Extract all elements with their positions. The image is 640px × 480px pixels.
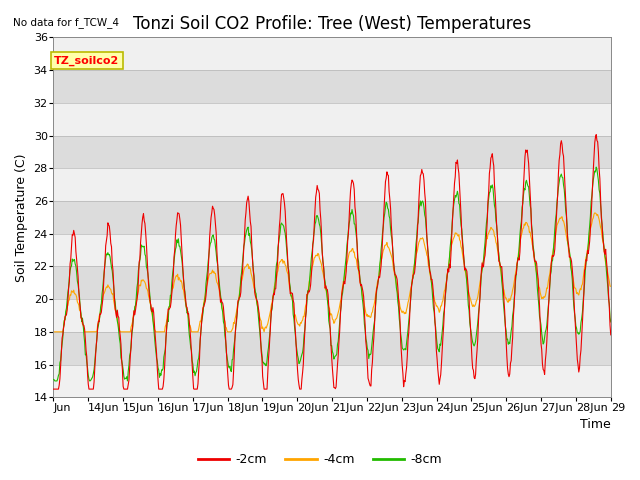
Text: No data for f_TCW_4: No data for f_TCW_4 [13,17,119,28]
Text: TZ_soilco2: TZ_soilco2 [54,56,120,66]
Bar [53,234,611,266]
Bar [53,168,611,201]
Bar [53,299,611,332]
Y-axis label: Soil Temperature (C): Soil Temperature (C) [15,153,28,282]
Bar [53,37,611,70]
Legend: -2cm, -4cm, -8cm: -2cm, -4cm, -8cm [193,448,447,471]
Title: Tonzi Soil CO2 Profile: Tree (West) Temperatures: Tonzi Soil CO2 Profile: Tree (West) Temp… [133,15,531,33]
Bar [53,103,611,135]
Bar [53,365,611,397]
X-axis label: Time: Time [580,419,611,432]
